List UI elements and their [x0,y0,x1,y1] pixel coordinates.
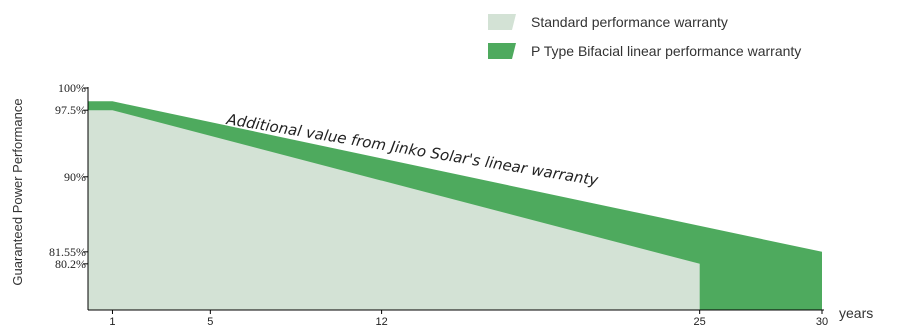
x-axis-label: years [839,305,873,321]
x-tick-label: 12 [375,316,387,327]
legend-swatch-standard [488,14,516,30]
x-tick-label: 30 [816,316,828,327]
x-tick-label: 25 [694,316,706,327]
y-tick-label: 81.55% [49,245,86,259]
y-axis-label: Guaranteed Power Performance [10,98,25,285]
x-ticks: 1 5 12 25 30 [109,310,828,327]
x-tick-label: 1 [109,316,115,327]
chart-areas [88,101,822,310]
y-tick-label: 90% [64,170,86,184]
x-tick-label: 5 [207,316,213,327]
y-tick-label: 80.2% [55,257,86,271]
legend-swatch-bifacial [488,43,516,59]
legend-label-bifacial: P Type Bifacial linear performance warra… [531,43,801,59]
area-series-0 [88,110,700,310]
y-tick-label: 100% [58,81,86,95]
chart-legend: Standard performance warranty P Type Bif… [488,14,801,59]
y-ticks: 100% 97.5% 90% 81.55%80.2% [49,81,88,271]
legend-label-standard: Standard performance warranty [531,14,728,30]
y-tick-label: 97.5% [55,103,86,117]
